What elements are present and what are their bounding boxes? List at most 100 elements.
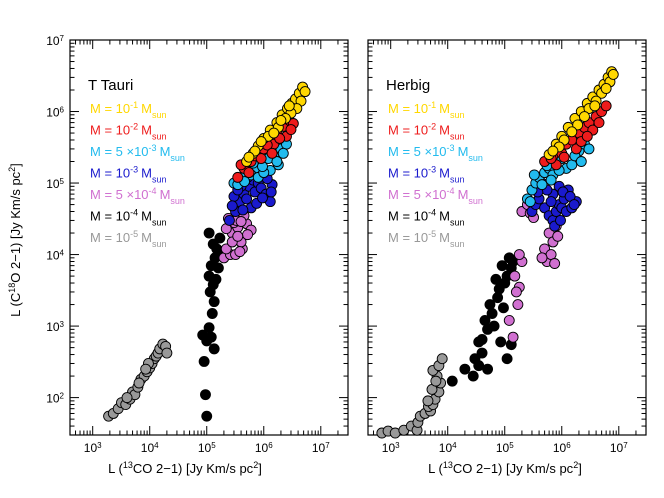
data-point-m1e-5	[133, 377, 145, 389]
data-point-m1e-5	[121, 392, 133, 404]
data-point-m1e-4	[210, 273, 222, 285]
data-point-m1e-5	[161, 347, 173, 359]
x-tick-label: 103	[84, 441, 102, 456]
data-point-m1e-4	[469, 353, 481, 365]
legend-entry-m5e-3: M = 5 ×10-3 Msun	[388, 143, 483, 163]
data-point-m5e-4	[220, 243, 232, 255]
data-point-m1e-2	[285, 124, 297, 135]
data-point-m1e-4	[203, 322, 215, 334]
data-point-m1e-4	[476, 347, 488, 359]
data-point-m5e-4	[235, 216, 247, 227]
plot-frame	[367, 39, 647, 436]
data-point-m1e-3	[237, 204, 249, 216]
data-point-m5e-4	[513, 249, 525, 261]
y-tick-label: 107	[46, 34, 64, 49]
data-point-m5e-4	[510, 286, 522, 298]
data-point-m1e-4	[498, 302, 509, 314]
data-point-m1e-1	[607, 68, 619, 80]
x-tick-label: 105	[496, 441, 514, 456]
data-point-m5e-4	[552, 230, 564, 242]
x-tick-label: 107	[312, 441, 330, 456]
data-point-m1e-4	[212, 262, 224, 274]
data-point-m5e-4	[242, 229, 254, 241]
legend-entry-m1e-2: M = 10-2 Msun	[388, 122, 464, 142]
data-point-m1e-1	[268, 127, 280, 139]
legend-entry-m5e-4: M = 5 ×10-4 Msun	[388, 186, 483, 206]
data-point-m1e-4	[205, 331, 217, 343]
panel-title: T Tauri	[88, 77, 133, 94]
data-point-m1e-4	[201, 410, 213, 422]
data-point-m1e-4	[482, 363, 494, 375]
panel-title: Herbig	[386, 77, 430, 94]
data-point-m1e-1	[600, 83, 612, 94]
data-point-m1e-4	[467, 370, 479, 382]
data-point-m1e-1	[579, 111, 590, 123]
data-point-m1e-4	[204, 286, 216, 298]
plot-frame	[69, 39, 349, 436]
data-point-m5e-3	[545, 174, 557, 186]
legend-entry-m1e-4: M = 10-4 Msun	[90, 208, 166, 228]
legend-entry-m1e-3: M = 10-3 Msun	[388, 165, 464, 185]
data-point-m5e-3	[583, 143, 595, 155]
data-point-m1e-2	[558, 151, 570, 163]
data-point-m1e-4	[208, 296, 220, 308]
data-point-m5e-4	[549, 258, 561, 269]
data-point-m1e-2	[232, 171, 244, 183]
data-point-m1e-4	[496, 260, 508, 272]
scatter-points	[103, 81, 311, 422]
data-point-m1e-4	[501, 353, 513, 365]
data-point-m5e-4	[509, 270, 521, 282]
y-tick-label: 103	[46, 320, 64, 335]
panel-t-tauri: 103 104 105 106 107 102 103 104 105 106 107 T Tauri…	[46, 34, 349, 456]
data-point-m1e-4	[486, 308, 498, 319]
y-tick-label: 105	[46, 177, 64, 192]
data-point-m1e-4	[206, 308, 218, 319]
data-point-m5e-4	[234, 246, 246, 258]
legend-entry-m5e-3: M = 5 ×10-3 Msun	[90, 143, 185, 163]
data-point-m1e-4	[495, 336, 507, 348]
legend-entry-m1e-1: M = 10-1 Msun	[388, 100, 464, 120]
data-point-m1e-4	[446, 375, 458, 387]
data-point-m5e-4	[512, 299, 524, 311]
data-point-m1e-3	[241, 193, 253, 205]
data-point-m1e-2	[593, 117, 605, 129]
data-point-m1e-3	[265, 186, 277, 198]
data-point-m5e-3	[536, 179, 548, 191]
x-tick-label: 105	[198, 441, 216, 456]
y-tick-label: 104	[46, 248, 64, 263]
data-point-m1e-2	[255, 153, 267, 165]
data-point-m1e-2	[581, 130, 593, 142]
data-point-m1e-4	[490, 273, 502, 285]
data-point-m1e-3	[257, 192, 268, 204]
data-point-m1e-4	[484, 299, 496, 311]
data-point-m5e-4	[536, 252, 548, 264]
data-point-m1e-5	[140, 363, 152, 375]
data-point-m1e-4	[476, 334, 488, 345]
data-point-m1e-4	[479, 314, 491, 326]
data-point-m1e-4	[200, 389, 211, 401]
legend-entry-m1e-5: M = 10-5 Msun	[90, 229, 166, 249]
legend-entry-m1e-2: M = 10-2 Msun	[90, 122, 166, 142]
data-point-m1e-1	[299, 86, 311, 98]
y-axis-label: L (C18O 2−1) [Jy Km/s pc2]	[7, 163, 23, 317]
y-tick-label: 106	[46, 105, 64, 120]
data-point-m1e-3	[568, 199, 580, 211]
data-point-m1e-1	[547, 145, 559, 157]
data-point-m1e-2	[600, 100, 612, 112]
data-point-m1e-1	[275, 115, 287, 126]
data-point-m1e-4	[459, 363, 471, 375]
x-axis-label-left: L (13CO 2−1) [Jy Km/s pc2]	[108, 460, 262, 476]
data-point-m5e-3	[524, 196, 536, 208]
data-point-m1e-1	[243, 151, 255, 163]
data-point-m5e-3	[575, 156, 587, 167]
data-point-m1e-1	[566, 126, 578, 138]
x-tick-label: 106	[553, 441, 571, 456]
legend-entry-m1e-4: M = 10-4 Msun	[388, 208, 464, 228]
data-point-m1e-4	[203, 227, 215, 239]
scatter-points	[376, 66, 619, 439]
data-point-m1e-1	[589, 100, 601, 112]
y-tick-label: 102	[46, 391, 64, 406]
data-point-m1e-3	[223, 214, 235, 226]
